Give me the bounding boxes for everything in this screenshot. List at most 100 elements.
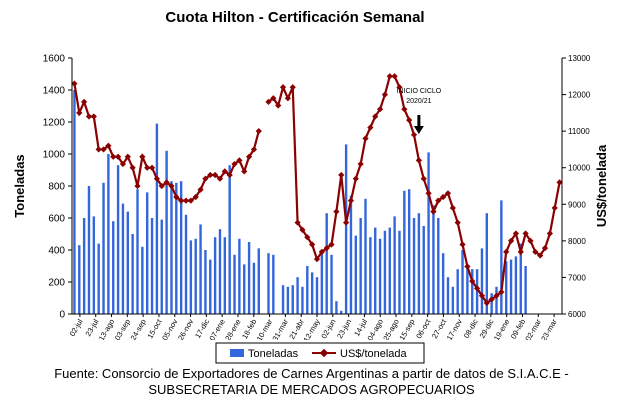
line-point — [367, 124, 374, 131]
line-point — [158, 182, 165, 190]
bar — [432, 205, 435, 314]
bar — [456, 269, 459, 314]
bar — [398, 230, 401, 314]
bar — [437, 218, 440, 314]
bar — [490, 293, 493, 314]
line-point — [134, 182, 141, 190]
line-point — [153, 175, 161, 182]
bar — [500, 200, 503, 314]
y-tick-left-label: 600 — [48, 214, 65, 225]
line-point — [231, 160, 238, 168]
bar — [354, 235, 358, 314]
line-point — [381, 91, 389, 98]
y-tick-left-label: 1000 — [43, 150, 66, 161]
bar — [475, 269, 479, 314]
line-point — [294, 219, 301, 226]
line-point — [241, 168, 248, 175]
bar — [446, 277, 450, 314]
bar — [441, 253, 445, 314]
y-tick-left-label: 800 — [48, 182, 65, 193]
line-point — [207, 171, 214, 179]
bar — [243, 264, 246, 314]
y-tick-right-label: 13000 — [568, 54, 591, 63]
bar — [194, 238, 197, 314]
y-tick-right-label: 10000 — [568, 164, 591, 173]
line-point — [129, 164, 136, 171]
y-tick-left-label: 200 — [48, 278, 65, 289]
y-tick-left-label: 1400 — [43, 86, 66, 97]
bar — [461, 250, 464, 314]
line-point — [415, 157, 422, 164]
bar — [320, 253, 324, 314]
line-point — [347, 197, 355, 204]
line-point — [352, 175, 359, 182]
line-point — [425, 190, 432, 197]
bar — [189, 240, 193, 314]
annotation-label-line1: INICIO CICLO — [397, 88, 442, 95]
bar — [165, 150, 168, 314]
line-point — [71, 80, 78, 87]
bar — [204, 250, 207, 314]
line-point — [507, 237, 515, 244]
bar — [121, 203, 125, 314]
bar — [335, 301, 338, 314]
y-ticks-left: 0 200 400 600 800 1000 1200 1400 1600 — [43, 54, 72, 321]
bar — [388, 227, 391, 314]
x-tick-label: 02-jul — [68, 317, 85, 338]
line-point — [459, 241, 466, 248]
bar — [374, 227, 377, 314]
y-ticks-right: 6000 7000 8000 9000 10000 11000 12000 13000 — [562, 54, 591, 319]
y-tick-right-label: 6000 — [568, 310, 586, 319]
bar — [422, 226, 425, 314]
bar — [267, 253, 270, 314]
line-point — [406, 117, 413, 124]
line-point — [357, 160, 364, 168]
y-tick-left-label: 400 — [48, 246, 65, 257]
bar — [78, 245, 81, 314]
line-point — [105, 142, 112, 149]
line-point — [454, 219, 461, 226]
line-point — [449, 204, 456, 212]
x-tick-label: 12-may — [301, 317, 321, 340]
bar — [325, 213, 328, 314]
bar — [87, 186, 91, 314]
bar — [509, 259, 513, 314]
bar — [150, 218, 154, 314]
y-axis-left-label: Toneladas — [12, 154, 27, 217]
axes — [71, 58, 563, 315]
annotation-arrow-icon — [413, 115, 424, 134]
bar — [213, 237, 217, 314]
y-tick-right-label: 11000 — [568, 127, 590, 136]
bar — [247, 242, 251, 314]
line-point — [464, 263, 471, 270]
bar — [223, 237, 227, 314]
y-axis-right-label: US$/tonelada — [594, 144, 609, 227]
bar — [495, 286, 498, 314]
line-point — [212, 171, 219, 179]
annotation-arrow-head — [413, 126, 424, 134]
bar — [471, 269, 474, 314]
x-tick-label: 08-dic — [462, 317, 480, 339]
bar — [315, 277, 319, 314]
line-point — [197, 186, 204, 193]
bar — [209, 259, 212, 314]
x-tick-label: 23-mar — [539, 317, 559, 340]
line-point — [289, 84, 296, 91]
line-point — [250, 146, 258, 153]
line-point — [473, 285, 481, 292]
bar — [73, 90, 76, 314]
bar — [378, 238, 382, 314]
bar-series — [73, 90, 527, 314]
line-point — [90, 113, 97, 120]
bar — [238, 238, 241, 314]
bar — [466, 267, 469, 314]
bar — [170, 181, 173, 314]
footer-source-line2: SUBSECRETARIA DE MERCADOS AGROPECUARIOS — [148, 382, 475, 397]
bar — [306, 266, 309, 314]
bar — [102, 182, 105, 314]
bar — [82, 218, 86, 314]
y-tick-right-label: 7000 — [568, 273, 586, 282]
line-point — [493, 292, 500, 299]
bar — [228, 165, 231, 314]
line-point — [391, 73, 398, 80]
